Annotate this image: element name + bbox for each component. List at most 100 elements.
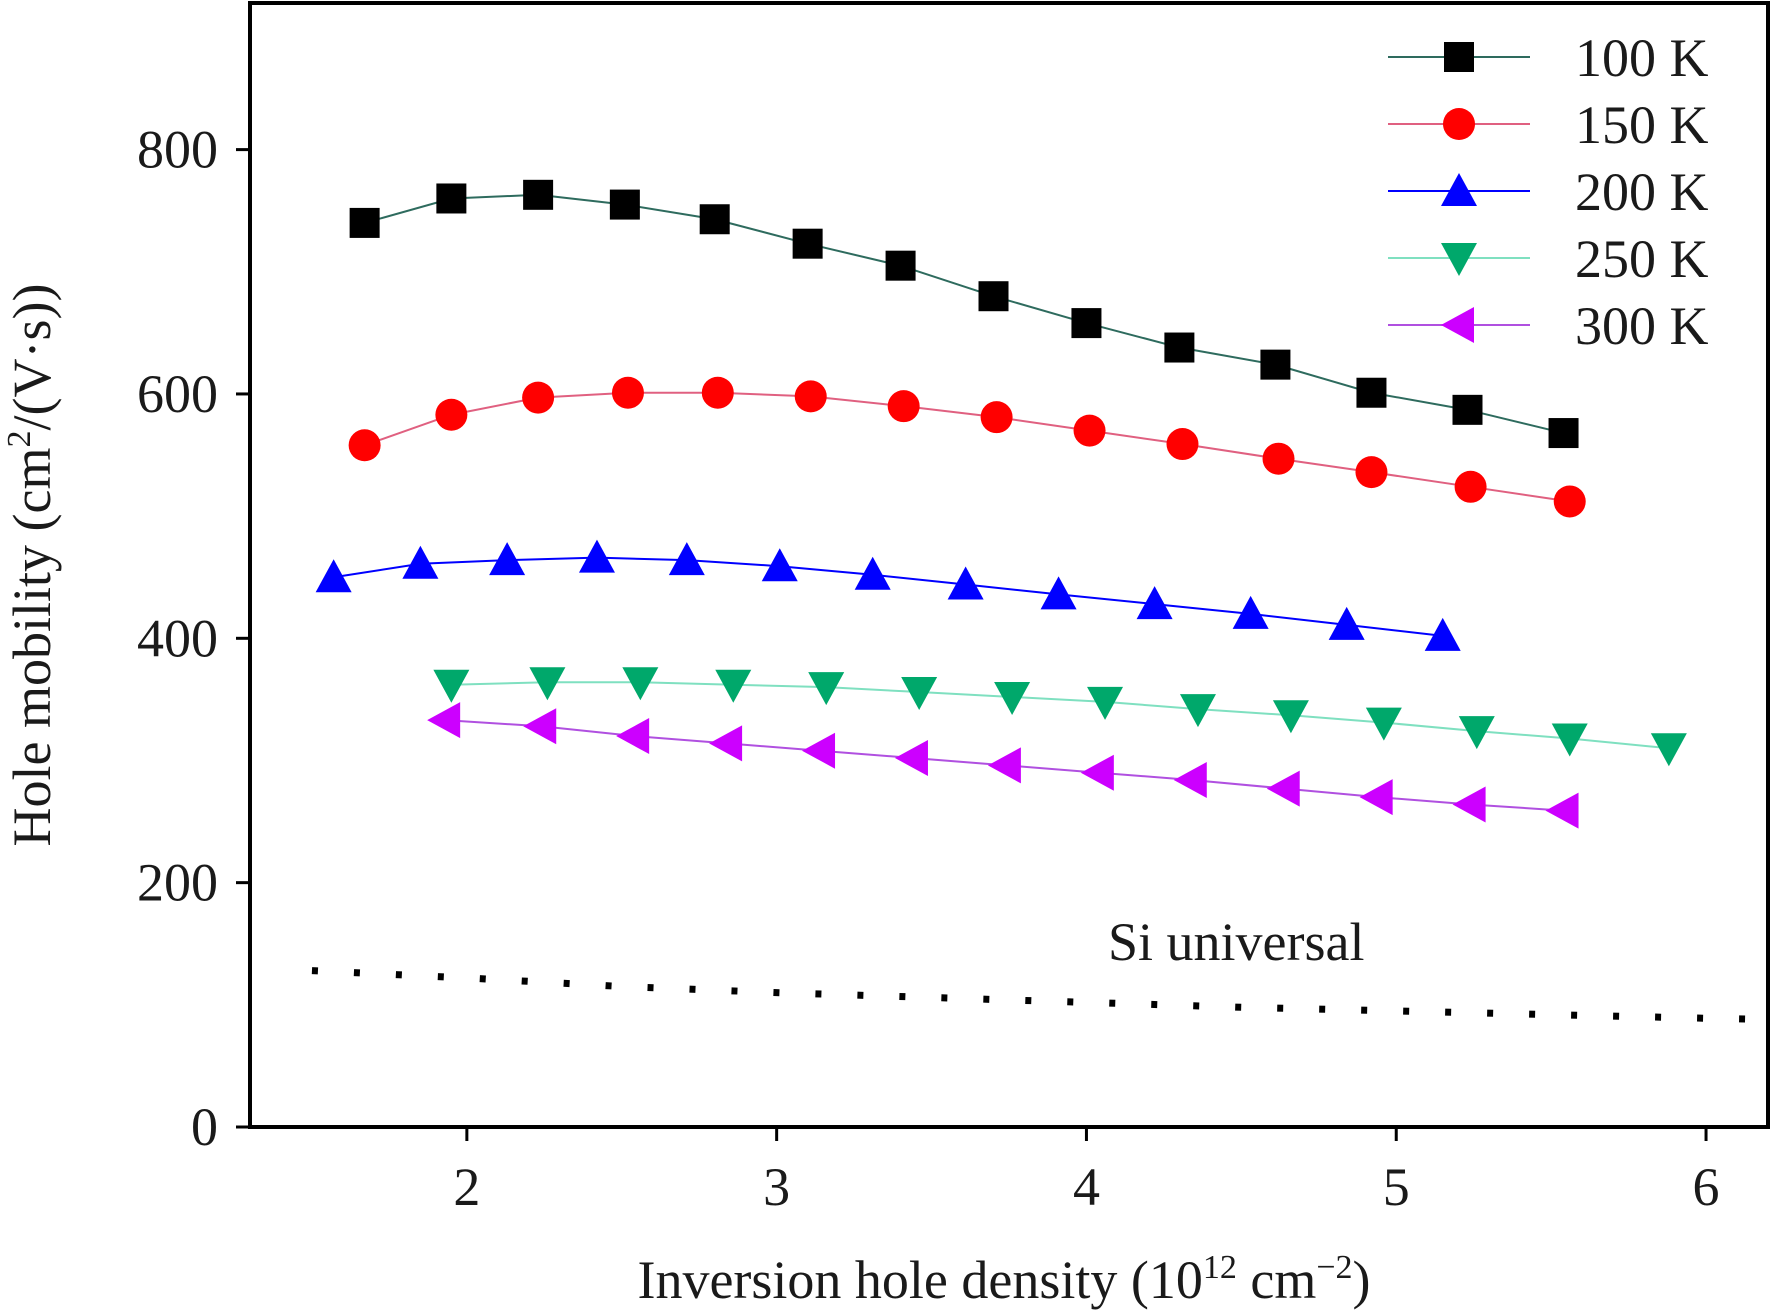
legend-item: 200 K: [1388, 162, 1709, 222]
series-line: [451, 681, 1669, 750]
data-point: [1454, 470, 1487, 503]
legend-marker: [1441, 243, 1477, 276]
data-point: [578, 539, 615, 573]
y-tick-label: 400: [137, 608, 218, 668]
x-tick-label: 6: [1693, 1157, 1720, 1217]
series-250-k: [433, 667, 1687, 767]
legend-label: 300 K: [1575, 296, 1709, 356]
y-axis-title: Hole mobility (cm2/(V·s)): [1, 284, 62, 847]
series-line: [311, 967, 1769, 1023]
data-point: [978, 281, 1009, 312]
y-tick-label: 800: [137, 120, 218, 180]
plot-area-frame: [248, 1, 1770, 1129]
data-point: [1166, 428, 1199, 461]
data-point: [808, 672, 845, 706]
legend-marker: [1441, 307, 1474, 343]
data-point: [901, 677, 938, 711]
data-point: [315, 559, 352, 593]
data-point: [1164, 332, 1195, 363]
data-point: [523, 179, 554, 210]
data-point: [489, 542, 526, 576]
legend: 100 K 150 K 200 K 250 K 300 K: [1388, 28, 1709, 356]
y-tick-label: 600: [137, 364, 218, 424]
data-point: [1260, 349, 1291, 380]
data-point: [699, 204, 730, 235]
data-point: [1548, 418, 1579, 449]
data-point: [522, 381, 555, 414]
data-point: [348, 429, 381, 462]
legend-item: 250 K: [1388, 229, 1709, 289]
data-point: [1262, 442, 1295, 475]
data-point: [802, 732, 836, 769]
data-point: [1087, 686, 1124, 720]
data-point: [947, 566, 984, 600]
data-point: [792, 228, 823, 259]
y-tick-label: 0: [191, 1097, 218, 1157]
data-point: [709, 725, 743, 762]
data-point: [887, 390, 920, 423]
data-point: [402, 545, 439, 579]
legend-marker: [1444, 42, 1474, 72]
data-point: [1266, 770, 1300, 807]
data-point: [668, 542, 705, 576]
series-150-k: [348, 376, 1586, 518]
data-point: [1272, 700, 1309, 734]
data-point: [1232, 595, 1269, 629]
data-point: [1173, 762, 1207, 799]
data-point: [609, 189, 640, 220]
data-point: [1452, 786, 1486, 823]
data-point: [427, 702, 461, 739]
legend-marker: [1443, 108, 1475, 140]
y-tick-label: 200: [137, 853, 218, 913]
series-300-k: [427, 702, 1579, 829]
data-point: [523, 708, 557, 745]
data-point: [433, 669, 470, 703]
data-point: [1650, 733, 1687, 767]
series-layer: [311, 179, 1769, 1023]
data-point: [885, 250, 916, 281]
legend-label: 100 K: [1575, 28, 1709, 88]
legend-label: 250 K: [1575, 229, 1709, 289]
data-point: [1545, 792, 1579, 829]
legend-label: 150 K: [1575, 95, 1709, 155]
x-tick-label: 2: [453, 1157, 480, 1217]
x-axis-title: Inversion hole density (1012 cm−2): [637, 1249, 1370, 1310]
data-point: [611, 376, 644, 409]
data-point: [1073, 414, 1106, 447]
data-point: [701, 376, 734, 409]
data-point: [987, 747, 1021, 784]
legend-item: 150 K: [1388, 95, 1709, 155]
data-point: [435, 398, 468, 431]
legend-item: 300 K: [1388, 296, 1709, 356]
data-point: [854, 556, 891, 590]
si-universal-annotation: Si universal: [1108, 912, 1364, 972]
series-100-k: [349, 179, 1579, 449]
data-point: [761, 548, 798, 582]
series-200-k: [315, 539, 1461, 651]
legend-marker: [1441, 173, 1477, 206]
data-point: [994, 681, 1031, 715]
data-point: [1553, 485, 1586, 518]
data-point: [1328, 606, 1365, 640]
data-point: [529, 667, 566, 701]
data-point: [1365, 707, 1402, 741]
x-tick-label: 4: [1073, 1157, 1100, 1217]
data-point: [1452, 394, 1483, 425]
data-point: [616, 718, 650, 755]
series-si-universal: [311, 967, 1769, 1023]
data-point: [1179, 694, 1216, 728]
axis-ticks: 2 3 4 5 6 0 200 400 600 800: [137, 120, 1720, 1217]
legend-label: 200 K: [1575, 162, 1709, 222]
x-tick-label: 3: [763, 1157, 790, 1217]
data-point: [894, 740, 928, 777]
data-point: [980, 401, 1013, 434]
data-point: [622, 667, 659, 701]
data-point: [1551, 723, 1588, 757]
legend-item: 100 K: [1388, 28, 1709, 88]
data-point: [1359, 779, 1393, 816]
data-point: [794, 380, 827, 413]
data-point: [436, 183, 467, 214]
data-point: [1040, 576, 1077, 610]
data-point: [715, 669, 752, 703]
